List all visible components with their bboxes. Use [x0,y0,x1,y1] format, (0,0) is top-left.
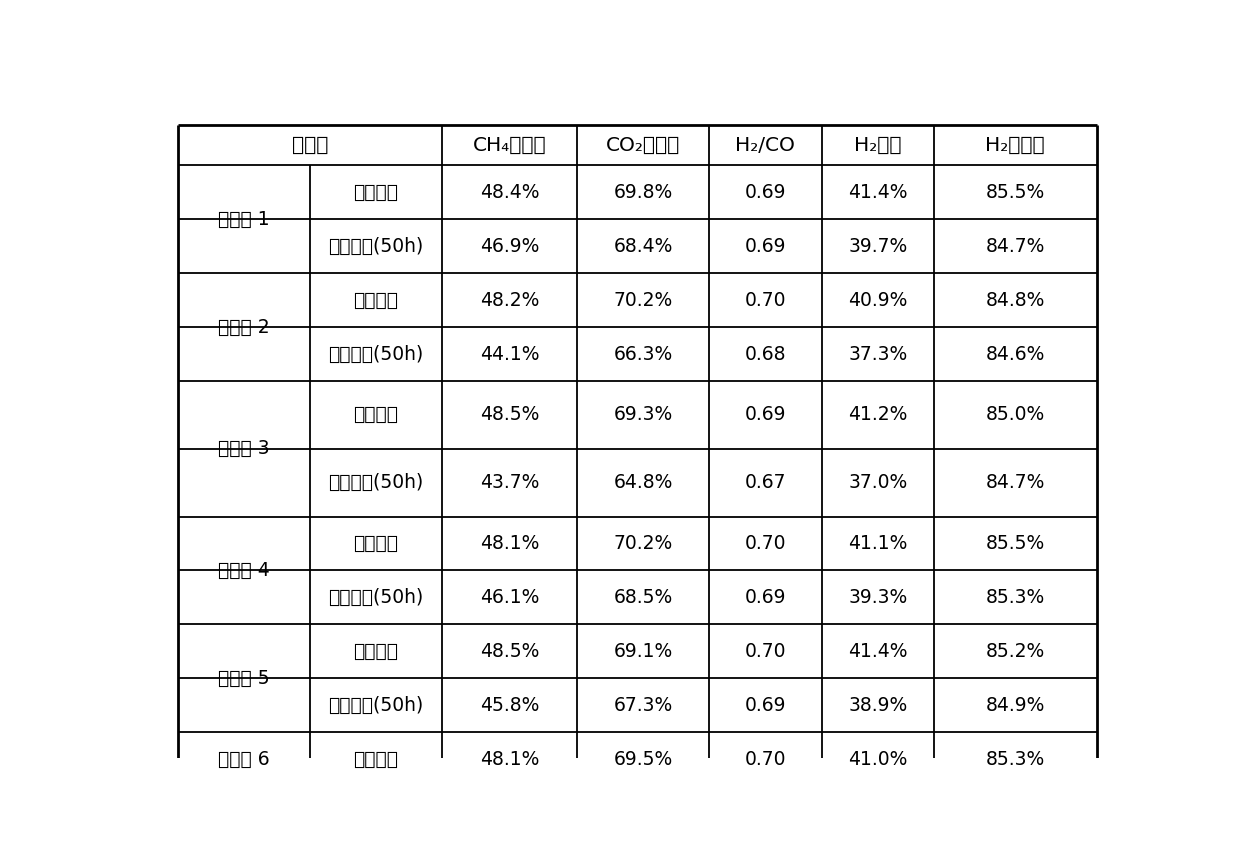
Text: 43.7%: 43.7% [480,473,539,492]
Text: 起始状态: 起始状态 [353,183,398,202]
Text: 0.70: 0.70 [744,642,786,661]
Text: 69.1%: 69.1% [614,642,673,661]
Text: 48.1%: 48.1% [480,534,539,553]
Text: 起始状态: 起始状态 [353,291,398,309]
Text: 84.7%: 84.7% [986,473,1045,492]
Text: 64.8%: 64.8% [614,473,673,492]
Text: 40.9%: 40.9% [848,291,908,309]
Text: 终止状态(50h): 终止状态(50h) [329,695,424,715]
Text: 48.1%: 48.1% [480,750,539,769]
Text: 85.3%: 85.3% [986,750,1045,769]
Text: 起始状态: 起始状态 [353,642,398,661]
Text: 实施例 3: 实施例 3 [218,440,270,458]
Text: CO₂转化率: CO₂转化率 [606,135,681,155]
Text: 44.1%: 44.1% [480,344,539,364]
Text: 48.5%: 48.5% [480,406,539,424]
Text: 实施例 5: 实施例 5 [218,669,270,688]
Text: 68.5%: 68.5% [614,588,673,607]
Text: 0.70: 0.70 [744,291,786,309]
Text: 0.70: 0.70 [744,534,786,553]
Text: 48.4%: 48.4% [480,183,539,202]
Text: 实施例 1: 实施例 1 [218,210,270,229]
Text: 84.6%: 84.6% [986,344,1045,364]
Text: H₂/CO: H₂/CO [735,135,795,155]
Text: 67.3%: 67.3% [614,695,673,715]
Text: 0.69: 0.69 [744,406,786,424]
Text: 84.9%: 84.9% [986,695,1045,715]
Text: 85.2%: 85.2% [986,642,1045,661]
Text: 0.69: 0.69 [744,588,786,607]
Text: 39.7%: 39.7% [848,237,908,256]
Text: 0.70: 0.70 [744,750,786,769]
Text: 37.3%: 37.3% [848,344,908,364]
Text: 0.68: 0.68 [744,344,786,364]
Text: 0.69: 0.69 [744,695,786,715]
Text: 39.3%: 39.3% [848,588,908,607]
Text: 实施例 6: 实施例 6 [218,750,270,769]
Text: 终止状态(50h): 终止状态(50h) [329,473,424,492]
Text: 实施例 2: 实施例 2 [218,318,270,337]
Text: 70.2%: 70.2% [614,534,673,553]
Text: 41.0%: 41.0% [848,750,908,769]
Text: 84.8%: 84.8% [986,291,1045,309]
Text: 终止状态(50h): 终止状态(50h) [329,588,424,607]
Text: 68.4%: 68.4% [614,237,673,256]
Text: 69.3%: 69.3% [614,406,673,424]
Text: 41.1%: 41.1% [848,534,908,553]
Text: 70.2%: 70.2% [614,291,673,309]
Text: H₂选择性: H₂选择性 [986,135,1045,155]
Text: 催化剂: 催化剂 [291,135,329,155]
Text: 46.9%: 46.9% [480,237,539,256]
Text: 37.0%: 37.0% [848,473,908,492]
Text: 0.69: 0.69 [744,183,786,202]
Text: 84.7%: 84.7% [986,237,1045,256]
Text: 66.3%: 66.3% [614,344,673,364]
Text: 41.4%: 41.4% [848,642,908,661]
Text: 85.5%: 85.5% [986,183,1045,202]
Text: 48.5%: 48.5% [480,642,539,661]
Text: 起始状态: 起始状态 [353,750,398,769]
Text: 48.2%: 48.2% [480,291,539,309]
Text: 41.2%: 41.2% [848,406,908,424]
Text: 终止状态(50h): 终止状态(50h) [329,237,424,256]
Text: 85.0%: 85.0% [986,406,1045,424]
Text: 起始状态: 起始状态 [353,534,398,553]
Text: 46.1%: 46.1% [480,588,539,607]
Text: 69.5%: 69.5% [614,750,673,769]
Text: 85.3%: 85.3% [986,588,1045,607]
Text: 38.9%: 38.9% [848,695,908,715]
Text: CH₄转化率: CH₄转化率 [472,135,547,155]
Text: H₂产率: H₂产率 [854,135,901,155]
Text: 41.4%: 41.4% [848,183,908,202]
Text: 69.8%: 69.8% [614,183,673,202]
Text: 实施例 4: 实施例 4 [218,561,270,580]
Text: 85.5%: 85.5% [986,534,1045,553]
Text: 0.69: 0.69 [744,237,786,256]
Text: 终止状态(50h): 终止状态(50h) [329,344,424,364]
Text: 0.67: 0.67 [744,473,786,492]
Text: 45.8%: 45.8% [480,695,539,715]
Text: 起始状态: 起始状态 [353,406,398,424]
